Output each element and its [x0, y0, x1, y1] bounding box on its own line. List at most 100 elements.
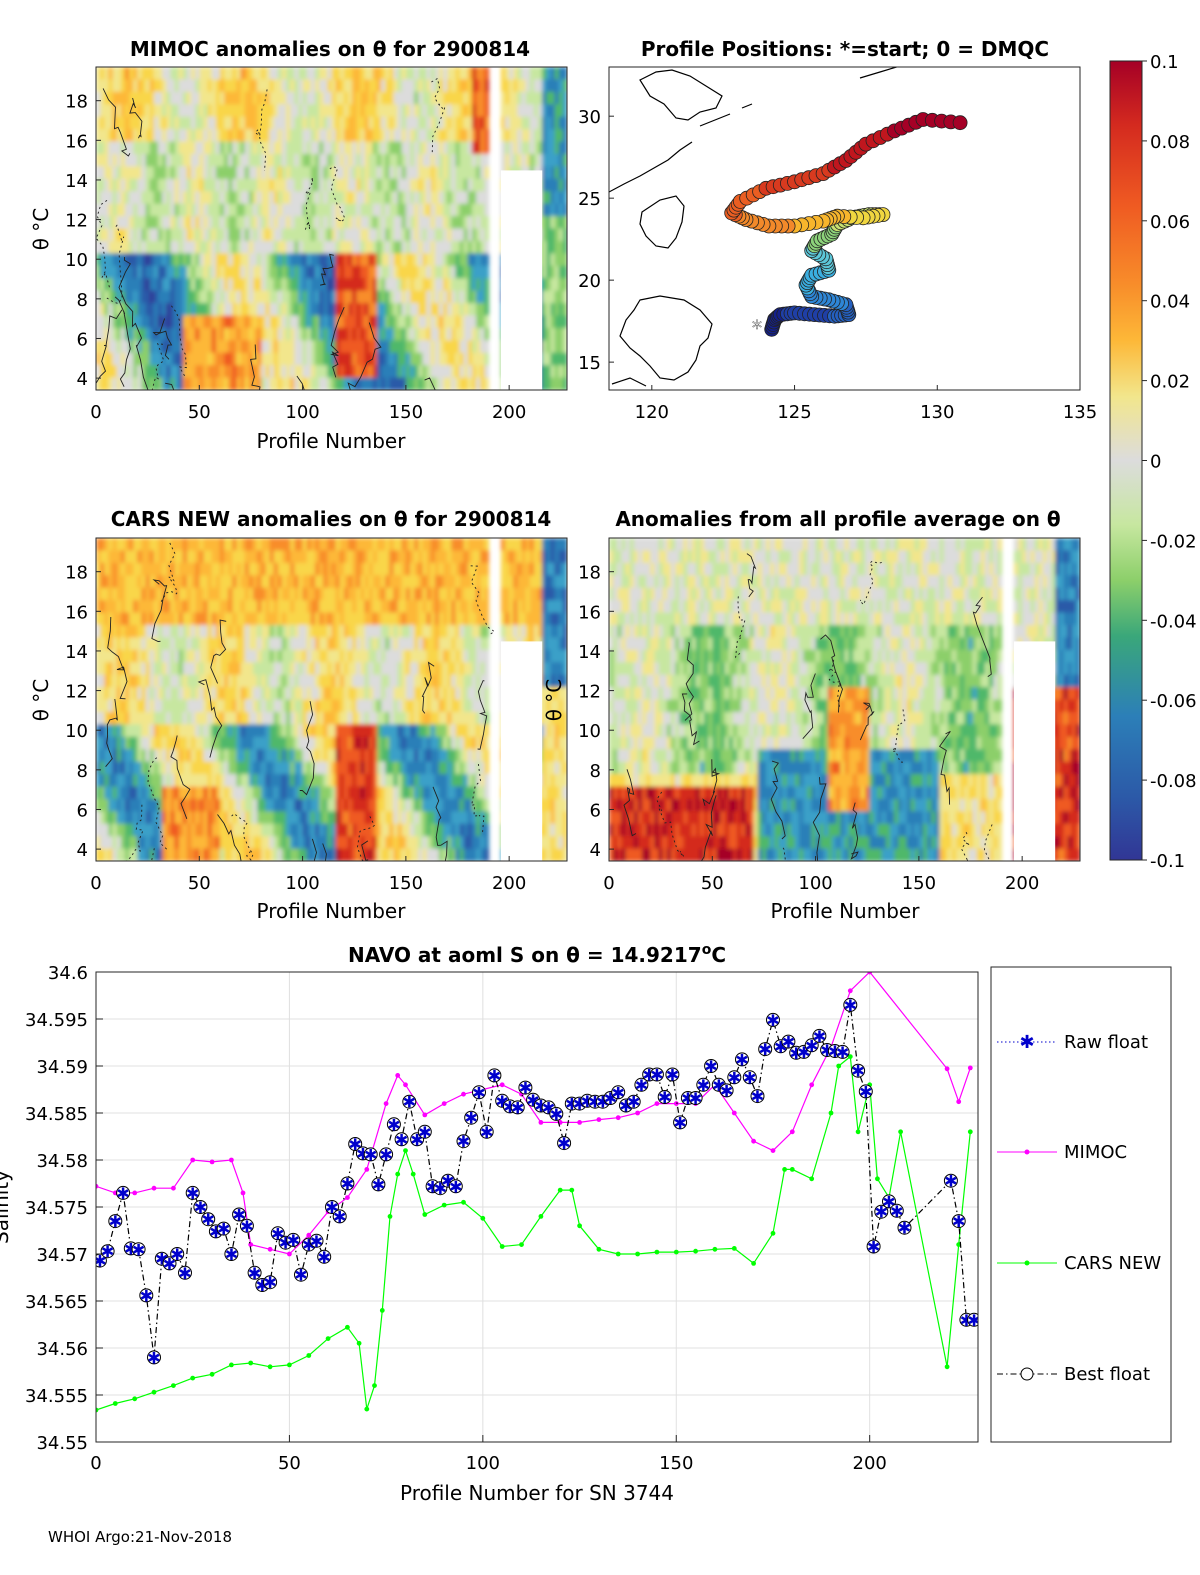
heatmap-cell	[476, 377, 481, 390]
heatmap-cell	[133, 154, 138, 167]
heatmap-cell	[207, 166, 213, 180]
heatmap-cell	[236, 216, 242, 230]
heatmap-cell	[331, 550, 337, 564]
heatmap-cell	[467, 79, 473, 93]
heatmap-cell	[430, 216, 436, 230]
heatmap-cell	[162, 749, 167, 763]
heatmap-cell	[430, 365, 436, 379]
heatmap-cell	[215, 154, 221, 167]
heatmap-cell	[310, 774, 316, 787]
heatmap-cell	[310, 612, 316, 626]
heatmap-cell	[236, 141, 242, 155]
heatmap-cell	[215, 575, 221, 589]
heatmap-cell	[224, 79, 229, 93]
heatmap-cell	[509, 141, 514, 155]
heatmap-cell	[364, 166, 370, 180]
heatmap-cell	[153, 303, 159, 316]
heatmap-cell	[182, 811, 188, 825]
heatmap-cell	[372, 811, 378, 825]
heatmap-cell	[298, 240, 304, 254]
heatmap-cell	[302, 761, 308, 775]
heatmap-cell	[389, 178, 394, 192]
heatmap-cell	[112, 203, 118, 217]
heatmap-cell	[335, 798, 341, 812]
heatmap-cell	[447, 67, 452, 80]
heatmap-cell	[401, 141, 407, 155]
heatmap-cell	[224, 365, 229, 379]
heatmap-cell	[129, 154, 134, 167]
heatmap-cell	[224, 166, 229, 180]
heatmap-cell	[240, 352, 246, 366]
x-tick-label: 50	[188, 402, 211, 423]
heatmap-cell	[240, 129, 246, 143]
heatmap-cell	[343, 836, 349, 850]
heatmap-cell	[422, 340, 428, 354]
heatmap-cell	[281, 253, 287, 267]
heatmap-cell	[211, 711, 217, 725]
heatmap-cell	[302, 129, 308, 143]
heatmap-cell	[306, 303, 312, 316]
heatmap-cell	[418, 203, 423, 217]
heatmap-cell	[397, 253, 403, 267]
heatmap-cell	[455, 129, 461, 143]
heatmap-cell	[149, 724, 155, 738]
heatmap-cell	[257, 538, 262, 551]
heatmap-cell	[108, 67, 114, 80]
heatmap-cell	[393, 240, 399, 254]
heatmap-cell	[364, 216, 370, 230]
heatmap-cell	[319, 340, 324, 354]
heatmap-cell	[472, 352, 477, 366]
heatmap-cell	[443, 178, 448, 192]
heatmap-cell	[265, 674, 271, 688]
heatmap-cell	[348, 340, 353, 354]
heatmap-cell	[203, 166, 209, 180]
heatmap-cell	[550, 79, 556, 93]
heatmap-cell	[480, 178, 485, 192]
heatmap-cell	[158, 352, 163, 366]
heatmap-cell	[438, 203, 444, 217]
heatmap-cell	[356, 836, 361, 850]
heatmap-cell	[372, 278, 378, 292]
heatmap-cell	[356, 116, 361, 130]
heatmap-cell	[145, 811, 151, 825]
heatmap-cell	[467, 91, 473, 105]
heatmap-cell	[219, 674, 225, 688]
heatmap-cell	[533, 141, 539, 155]
heatmap-cell	[104, 562, 109, 576]
heatmap-cell	[443, 216, 448, 230]
heatmap-cell	[343, 774, 349, 787]
heatmap-cell	[141, 228, 147, 242]
heatmap-cell	[261, 116, 266, 130]
heatmap-cell	[339, 823, 345, 837]
heatmap-cell	[137, 612, 142, 626]
heatmap-cell	[186, 687, 192, 701]
heatmap-cell	[315, 699, 320, 713]
heatmap-cell	[108, 327, 114, 341]
heatmap-cell	[273, 649, 279, 663]
heatmap-cell	[562, 191, 567, 205]
heatmap-cell	[100, 798, 105, 812]
heatmap-cell	[158, 303, 163, 316]
heatmap-cell	[199, 538, 204, 551]
heatmap-cell	[434, 116, 440, 130]
heatmap-cell	[451, 290, 456, 304]
heatmap-cell	[554, 216, 560, 230]
heatmap-cell	[467, 141, 473, 155]
heatmap-cell	[191, 154, 196, 167]
heatmap-cell	[273, 116, 279, 130]
heatmap-cell	[484, 303, 490, 316]
heatmap-cell	[137, 141, 142, 155]
heatmap-cell	[195, 687, 200, 701]
heatmap-cell	[96, 265, 101, 279]
heatmap-cell	[323, 550, 328, 564]
heatmap-cell	[203, 141, 209, 155]
heatmap-cell	[335, 178, 341, 192]
heatmap-cell	[562, 216, 567, 230]
heatmap-cell	[158, 79, 163, 93]
heatmap-cell	[158, 761, 163, 775]
heatmap-cell	[315, 104, 320, 118]
heatmap-cell	[224, 823, 229, 837]
heatmap-cell	[418, 340, 423, 354]
heatmap-cell	[500, 141, 506, 155]
heatmap-cell	[298, 116, 304, 130]
